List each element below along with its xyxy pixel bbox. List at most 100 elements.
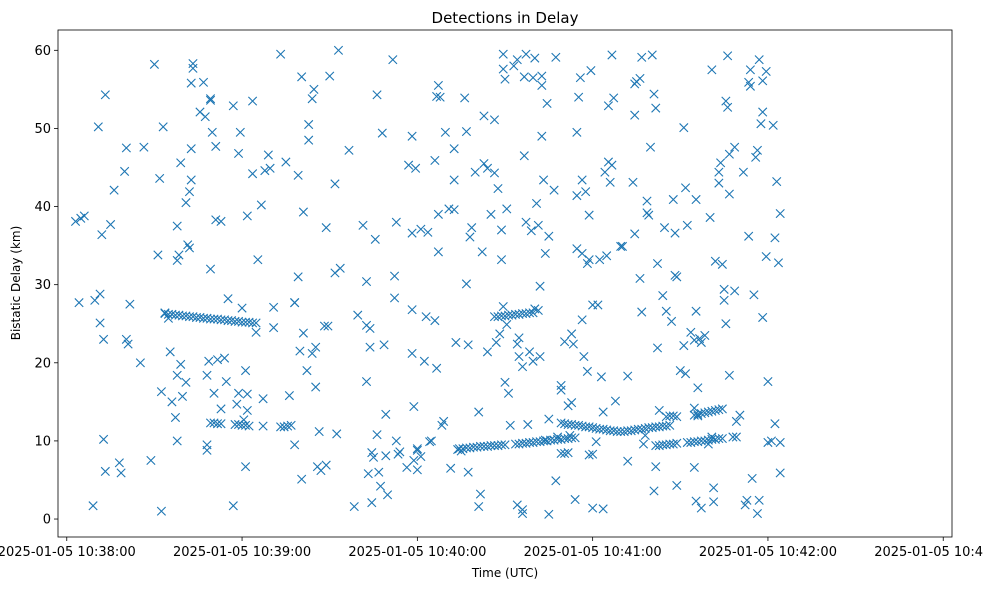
data-point — [114, 458, 124, 468]
data-point — [581, 187, 591, 197]
chart-title: Detections in Delay — [432, 9, 579, 27]
data-point — [644, 210, 654, 220]
data-point — [314, 426, 324, 437]
data-point — [423, 227, 433, 237]
data-point — [304, 119, 314, 130]
data-point — [323, 321, 333, 331]
data-point — [598, 424, 608, 434]
data-point — [489, 115, 500, 125]
data-point — [247, 96, 258, 106]
data-point — [432, 363, 442, 373]
data-point — [298, 328, 309, 338]
data-point — [652, 343, 663, 353]
data-point — [775, 208, 785, 219]
data-point — [202, 370, 212, 380]
data-point — [710, 256, 720, 266]
data-point — [321, 223, 331, 233]
data-point — [758, 107, 768, 117]
data-point — [567, 329, 577, 339]
data-point — [368, 452, 379, 462]
data-point — [689, 403, 699, 413]
data-point — [503, 388, 514, 398]
data-point — [440, 127, 450, 137]
data-point — [372, 430, 382, 440]
data-point — [449, 205, 459, 215]
data-point — [240, 462, 251, 472]
data-point — [365, 323, 375, 334]
data-point — [474, 501, 484, 512]
data-point — [181, 377, 191, 387]
data-point — [524, 347, 535, 357]
x-tick-label: 2025-01-05 10:43:00 — [874, 545, 983, 560]
data-point — [724, 189, 734, 199]
data-point — [745, 65, 756, 75]
data-point — [88, 501, 98, 511]
data-point — [344, 145, 354, 155]
data-point — [756, 119, 766, 129]
data-point — [623, 456, 633, 466]
data-point — [205, 264, 216, 274]
data-point — [172, 255, 182, 266]
data-point — [188, 63, 198, 73]
data-point — [95, 318, 105, 328]
data-point — [672, 438, 682, 448]
data-point — [607, 50, 617, 60]
data-point — [717, 433, 727, 444]
data-point — [668, 439, 678, 449]
data-point — [307, 94, 317, 104]
data-point — [242, 211, 252, 221]
data-point — [531, 198, 542, 209]
data-point — [758, 312, 768, 323]
data-point — [689, 462, 699, 473]
data-point — [475, 489, 486, 499]
data-point — [775, 437, 785, 448]
data-point — [574, 92, 584, 102]
y-tick-label: 20 — [34, 356, 51, 371]
data-point — [517, 362, 528, 372]
data-point — [186, 175, 196, 185]
data-point — [298, 207, 309, 217]
data-point — [139, 142, 149, 152]
data-point — [330, 179, 340, 189]
data-point — [253, 255, 263, 265]
data-point — [284, 391, 294, 401]
data-point — [591, 437, 601, 447]
data-point — [389, 293, 400, 303]
data-point — [432, 91, 442, 101]
data-point — [626, 426, 636, 436]
data-point — [251, 318, 261, 328]
data-point — [170, 412, 181, 423]
data-point — [517, 508, 528, 519]
data-point — [651, 462, 661, 472]
data-point — [304, 135, 314, 145]
data-point — [221, 376, 231, 387]
data-point — [367, 498, 377, 508]
data-point — [584, 255, 594, 265]
data-point — [616, 241, 626, 251]
data-point — [509, 61, 519, 71]
data-point — [517, 505, 528, 515]
data-point — [700, 330, 710, 341]
data-point — [361, 376, 372, 387]
data-point — [537, 131, 547, 141]
data-point — [370, 234, 380, 244]
data-point — [156, 506, 167, 516]
data-point — [719, 284, 729, 294]
data-point — [740, 500, 750, 510]
data-point — [645, 142, 656, 152]
data-point — [95, 289, 105, 299]
data-point — [419, 356, 429, 366]
data-point — [672, 272, 682, 282]
data-point — [630, 229, 640, 239]
data-point — [228, 101, 238, 111]
data-point — [544, 231, 554, 241]
data-point — [584, 450, 594, 460]
data-point — [549, 185, 559, 195]
data-point — [286, 420, 296, 430]
data-point — [276, 49, 286, 59]
data-point — [176, 158, 186, 168]
data-point — [588, 423, 598, 433]
data-point — [498, 301, 508, 312]
data-point — [498, 49, 508, 59]
data-point — [377, 128, 387, 138]
